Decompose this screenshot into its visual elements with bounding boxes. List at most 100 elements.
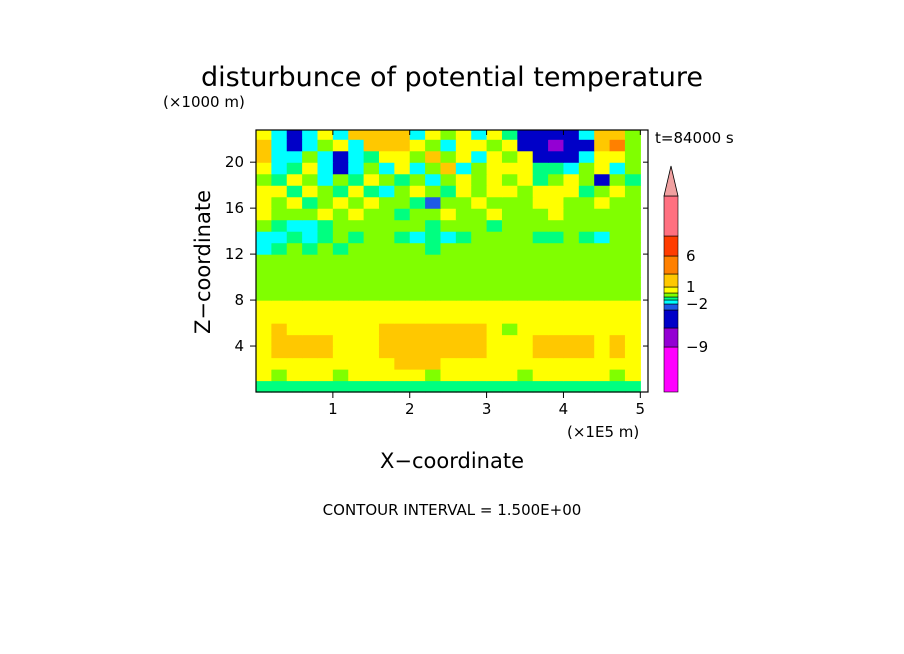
heatmap-cell — [271, 265, 288, 278]
heatmap-cell — [302, 208, 319, 221]
heatmap-cell — [624, 162, 641, 175]
colorbar-label: −2 — [686, 295, 708, 313]
heatmap-cell — [256, 219, 272, 232]
heatmap-cell — [256, 242, 272, 255]
heatmap-cell — [440, 357, 457, 370]
heatmap-cell — [394, 346, 411, 359]
heatmap-cell — [578, 288, 595, 301]
heatmap-cell — [440, 162, 457, 175]
heatmap-cell — [302, 300, 319, 313]
heatmap-cell — [501, 242, 518, 255]
heatmap-cell — [594, 150, 611, 163]
heatmap-cell — [486, 231, 503, 244]
heatmap-cell — [624, 185, 641, 198]
heatmap-cell — [563, 173, 580, 186]
heatmap-cell — [455, 162, 472, 175]
heatmap-cell — [271, 334, 288, 347]
heatmap-cell — [548, 380, 565, 393]
heatmap-cell — [532, 242, 549, 255]
heatmap-cell — [394, 162, 411, 175]
heatmap-cell — [440, 288, 457, 301]
heatmap-cell — [425, 139, 442, 152]
heatmap-cell — [471, 265, 488, 278]
heatmap-cell — [425, 219, 442, 232]
plot-frame — [255, 129, 649, 393]
heatmap-cell — [594, 254, 611, 267]
heatmap-cell — [578, 369, 595, 382]
heatmap-cell — [609, 254, 626, 267]
heatmap-cell — [624, 150, 641, 163]
heatmap-cell — [486, 288, 503, 301]
heatmap-cell — [363, 173, 380, 186]
heatmap-cell — [455, 300, 472, 313]
x-tick-label: 2 — [405, 400, 415, 418]
heatmap-cell — [517, 380, 534, 393]
heatmap-cell — [363, 162, 380, 175]
heatmap-cell — [378, 380, 395, 393]
heatmap-cell — [409, 130, 426, 140]
heatmap-cell — [471, 196, 488, 209]
heatmap-cell — [363, 208, 380, 221]
heatmap-cell — [363, 357, 380, 370]
heatmap-cell — [348, 150, 365, 163]
heatmap-cell — [302, 323, 319, 336]
heatmap-cell — [271, 242, 288, 255]
heatmap-cell — [256, 173, 272, 186]
heatmap-cell — [332, 150, 349, 163]
heatmap-cell — [317, 254, 334, 267]
heatmap-cell — [348, 242, 365, 255]
heatmap-cell — [471, 334, 488, 347]
heatmap-cell — [286, 242, 303, 255]
heatmap-cell — [302, 369, 319, 382]
heatmap-cell — [548, 219, 565, 232]
heatmap-cell — [455, 288, 472, 301]
heatmap-cell — [548, 130, 565, 140]
plot-area — [256, 130, 641, 393]
heatmap-cell — [332, 162, 349, 175]
heatmap-cell — [624, 130, 641, 140]
heatmap-cell — [455, 185, 472, 198]
heatmap-cell — [517, 219, 534, 232]
heatmap-cell — [624, 311, 641, 324]
heatmap-cell — [609, 196, 626, 209]
heatmap-cell — [394, 231, 411, 244]
heatmap-cell — [471, 277, 488, 290]
heatmap-cell — [578, 357, 595, 370]
colorbar-label: −9 — [686, 338, 708, 356]
heatmap-cell — [378, 173, 395, 186]
heatmap-cell — [363, 150, 380, 163]
heatmap-cell — [532, 300, 549, 313]
heatmap-cell — [501, 196, 518, 209]
heatmap-cell — [548, 254, 565, 267]
heatmap-cell — [348, 334, 365, 347]
heatmap-cell — [286, 323, 303, 336]
heatmap-cell — [332, 311, 349, 324]
heatmap-cell — [302, 265, 319, 278]
heatmap-cell — [271, 380, 288, 393]
heatmap-cell — [624, 288, 641, 301]
heatmap-cell — [578, 185, 595, 198]
heatmap-cell — [563, 288, 580, 301]
heatmap-cell — [378, 369, 395, 382]
heatmap-cell — [609, 300, 626, 313]
colorbar-segment — [663, 255, 679, 275]
heatmap-cell — [548, 323, 565, 336]
heatmap-cell — [563, 185, 580, 198]
heatmap-cell — [609, 357, 626, 370]
heatmap-cell — [486, 346, 503, 359]
heatmap-cell — [256, 185, 272, 198]
heatmap-cell — [609, 311, 626, 324]
heatmap-cell — [455, 265, 472, 278]
x-unit-label: (×1E5 m) — [567, 423, 639, 441]
heatmap-cell — [517, 346, 534, 359]
heatmap-cell — [286, 208, 303, 221]
heatmap-cell — [609, 242, 626, 255]
heatmap-cell — [409, 185, 426, 198]
heatmap-cell — [609, 130, 626, 140]
heatmap-cell — [532, 277, 549, 290]
heatmap-cell — [332, 254, 349, 267]
heatmap-cell — [563, 369, 580, 382]
heatmap-cell — [332, 369, 349, 382]
heatmap-cell — [594, 219, 611, 232]
x-ticks: 1 2 3 4 5 — [328, 130, 645, 418]
